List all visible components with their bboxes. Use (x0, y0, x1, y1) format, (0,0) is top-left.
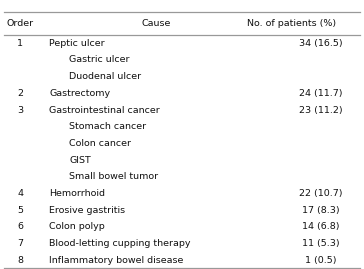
Text: 8: 8 (17, 256, 23, 265)
Text: Cause: Cause (142, 19, 171, 28)
Text: Gastrointestinal cancer: Gastrointestinal cancer (49, 105, 160, 115)
Text: 7: 7 (17, 239, 23, 248)
Text: 11 (5.3): 11 (5.3) (301, 239, 339, 248)
Text: Stomach cancer: Stomach cancer (69, 122, 146, 131)
Text: 14 (6.8): 14 (6.8) (301, 222, 339, 231)
Text: Gastric ulcer: Gastric ulcer (69, 55, 130, 65)
Text: Blood-letting cupping therapy: Blood-letting cupping therapy (49, 239, 191, 248)
Text: 6: 6 (17, 222, 23, 231)
Text: Duodenal ulcer: Duodenal ulcer (69, 72, 141, 81)
Text: Hemorrhoid: Hemorrhoid (49, 189, 105, 198)
Text: 17 (8.3): 17 (8.3) (301, 206, 339, 215)
Text: Order: Order (7, 19, 33, 28)
Text: Colon cancer: Colon cancer (69, 139, 131, 148)
Text: 3: 3 (17, 105, 23, 115)
Text: 5: 5 (17, 206, 23, 215)
Text: 1 (0.5): 1 (0.5) (305, 256, 336, 265)
Text: 2: 2 (17, 89, 23, 98)
Text: Small bowel tumor: Small bowel tumor (69, 172, 158, 181)
Text: 23 (11.2): 23 (11.2) (298, 105, 342, 115)
Text: 34 (16.5): 34 (16.5) (298, 39, 342, 48)
Text: Colon polyp: Colon polyp (49, 222, 105, 231)
Text: 24 (11.7): 24 (11.7) (298, 89, 342, 98)
Text: Peptic ulcer: Peptic ulcer (49, 39, 105, 48)
Text: 4: 4 (17, 189, 23, 198)
Text: No. of patients (%): No. of patients (%) (247, 19, 336, 28)
Text: Inflammatory bowel disease: Inflammatory bowel disease (49, 256, 183, 265)
Text: 22 (10.7): 22 (10.7) (298, 189, 342, 198)
Text: Erosive gastritis: Erosive gastritis (49, 206, 125, 215)
Text: Gastrectomy: Gastrectomy (49, 89, 110, 98)
Text: 1: 1 (17, 39, 23, 48)
Text: GIST: GIST (69, 155, 91, 165)
